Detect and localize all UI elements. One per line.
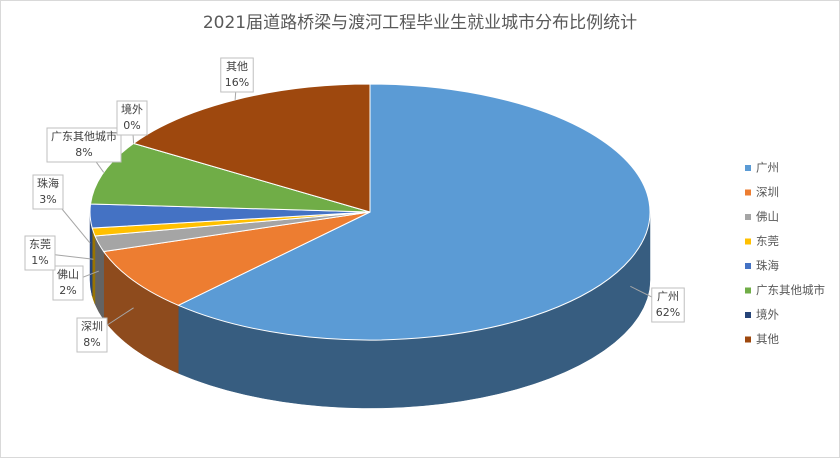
- label-box: [52, 265, 84, 301]
- slice: [102, 211, 371, 306]
- legend-label: 珠海: [756, 259, 779, 273]
- label-value: 3%: [39, 193, 56, 206]
- slice: [89, 142, 371, 213]
- label-name: 珠海: [37, 176, 59, 190]
- legend-label: 广州: [756, 161, 779, 175]
- label-box: [220, 57, 254, 93]
- label-name: 深圳: [81, 320, 103, 333]
- data-label: 广东其他城市 8%: [46, 127, 122, 163]
- legend-swatch: [745, 263, 751, 269]
- label-value: 16%: [225, 76, 249, 89]
- label-value: 8%: [75, 146, 92, 159]
- legend-label: 广东其他城市: [756, 283, 825, 297]
- label-value: 62%: [656, 306, 680, 319]
- label-name: 东莞: [29, 238, 51, 251]
- label-name: 佛山: [57, 268, 79, 281]
- data-label: 深圳 8%: [76, 317, 108, 353]
- label-value: 1%: [31, 254, 48, 267]
- label-box: [24, 235, 56, 271]
- legend-label: 境外: [756, 308, 779, 322]
- label-value: 2%: [59, 284, 76, 297]
- legend-label: 深圳: [756, 185, 779, 199]
- legend-swatch: [745, 238, 751, 245]
- data-label: 佛山 2%: [52, 265, 84, 301]
- legend-swatch: [745, 189, 751, 196]
- label-name: 其他: [226, 60, 248, 73]
- chart-title: 2021届道路桥梁与渡河工程毕业生就业城市分布比例统计: [203, 13, 637, 33]
- label-name: 广州: [657, 290, 679, 303]
- slice: [132, 83, 371, 213]
- label-name: 境外: [121, 102, 143, 116]
- legend-swatch: [745, 336, 751, 343]
- legend-label: 其他: [756, 332, 779, 346]
- label-box: [46, 127, 122, 163]
- label-name: 广东其他城市: [51, 129, 117, 143]
- label-box: [651, 287, 685, 323]
- data-label: 其他 16%: [220, 57, 254, 93]
- data-label: 广州 62%: [651, 287, 685, 323]
- legend-swatch: [745, 312, 751, 318]
- legend-label: 佛山: [756, 210, 779, 224]
- legend-swatch: [745, 165, 751, 171]
- label-box: [116, 100, 148, 136]
- slice: [177, 83, 651, 341]
- legend-label: 东莞: [756, 234, 779, 248]
- legend-swatch: [745, 214, 751, 220]
- slice-side: [91, 227, 96, 305]
- label-box: [76, 317, 108, 353]
- data-label: 境外 0%: [116, 100, 148, 136]
- label-box: [32, 174, 64, 210]
- data-label: 珠海 3%: [32, 174, 64, 210]
- label-value: 8%: [83, 336, 100, 349]
- legend-swatch: [745, 287, 751, 294]
- label-value: 0%: [123, 119, 140, 132]
- data-label: 东莞 1%: [24, 235, 56, 271]
